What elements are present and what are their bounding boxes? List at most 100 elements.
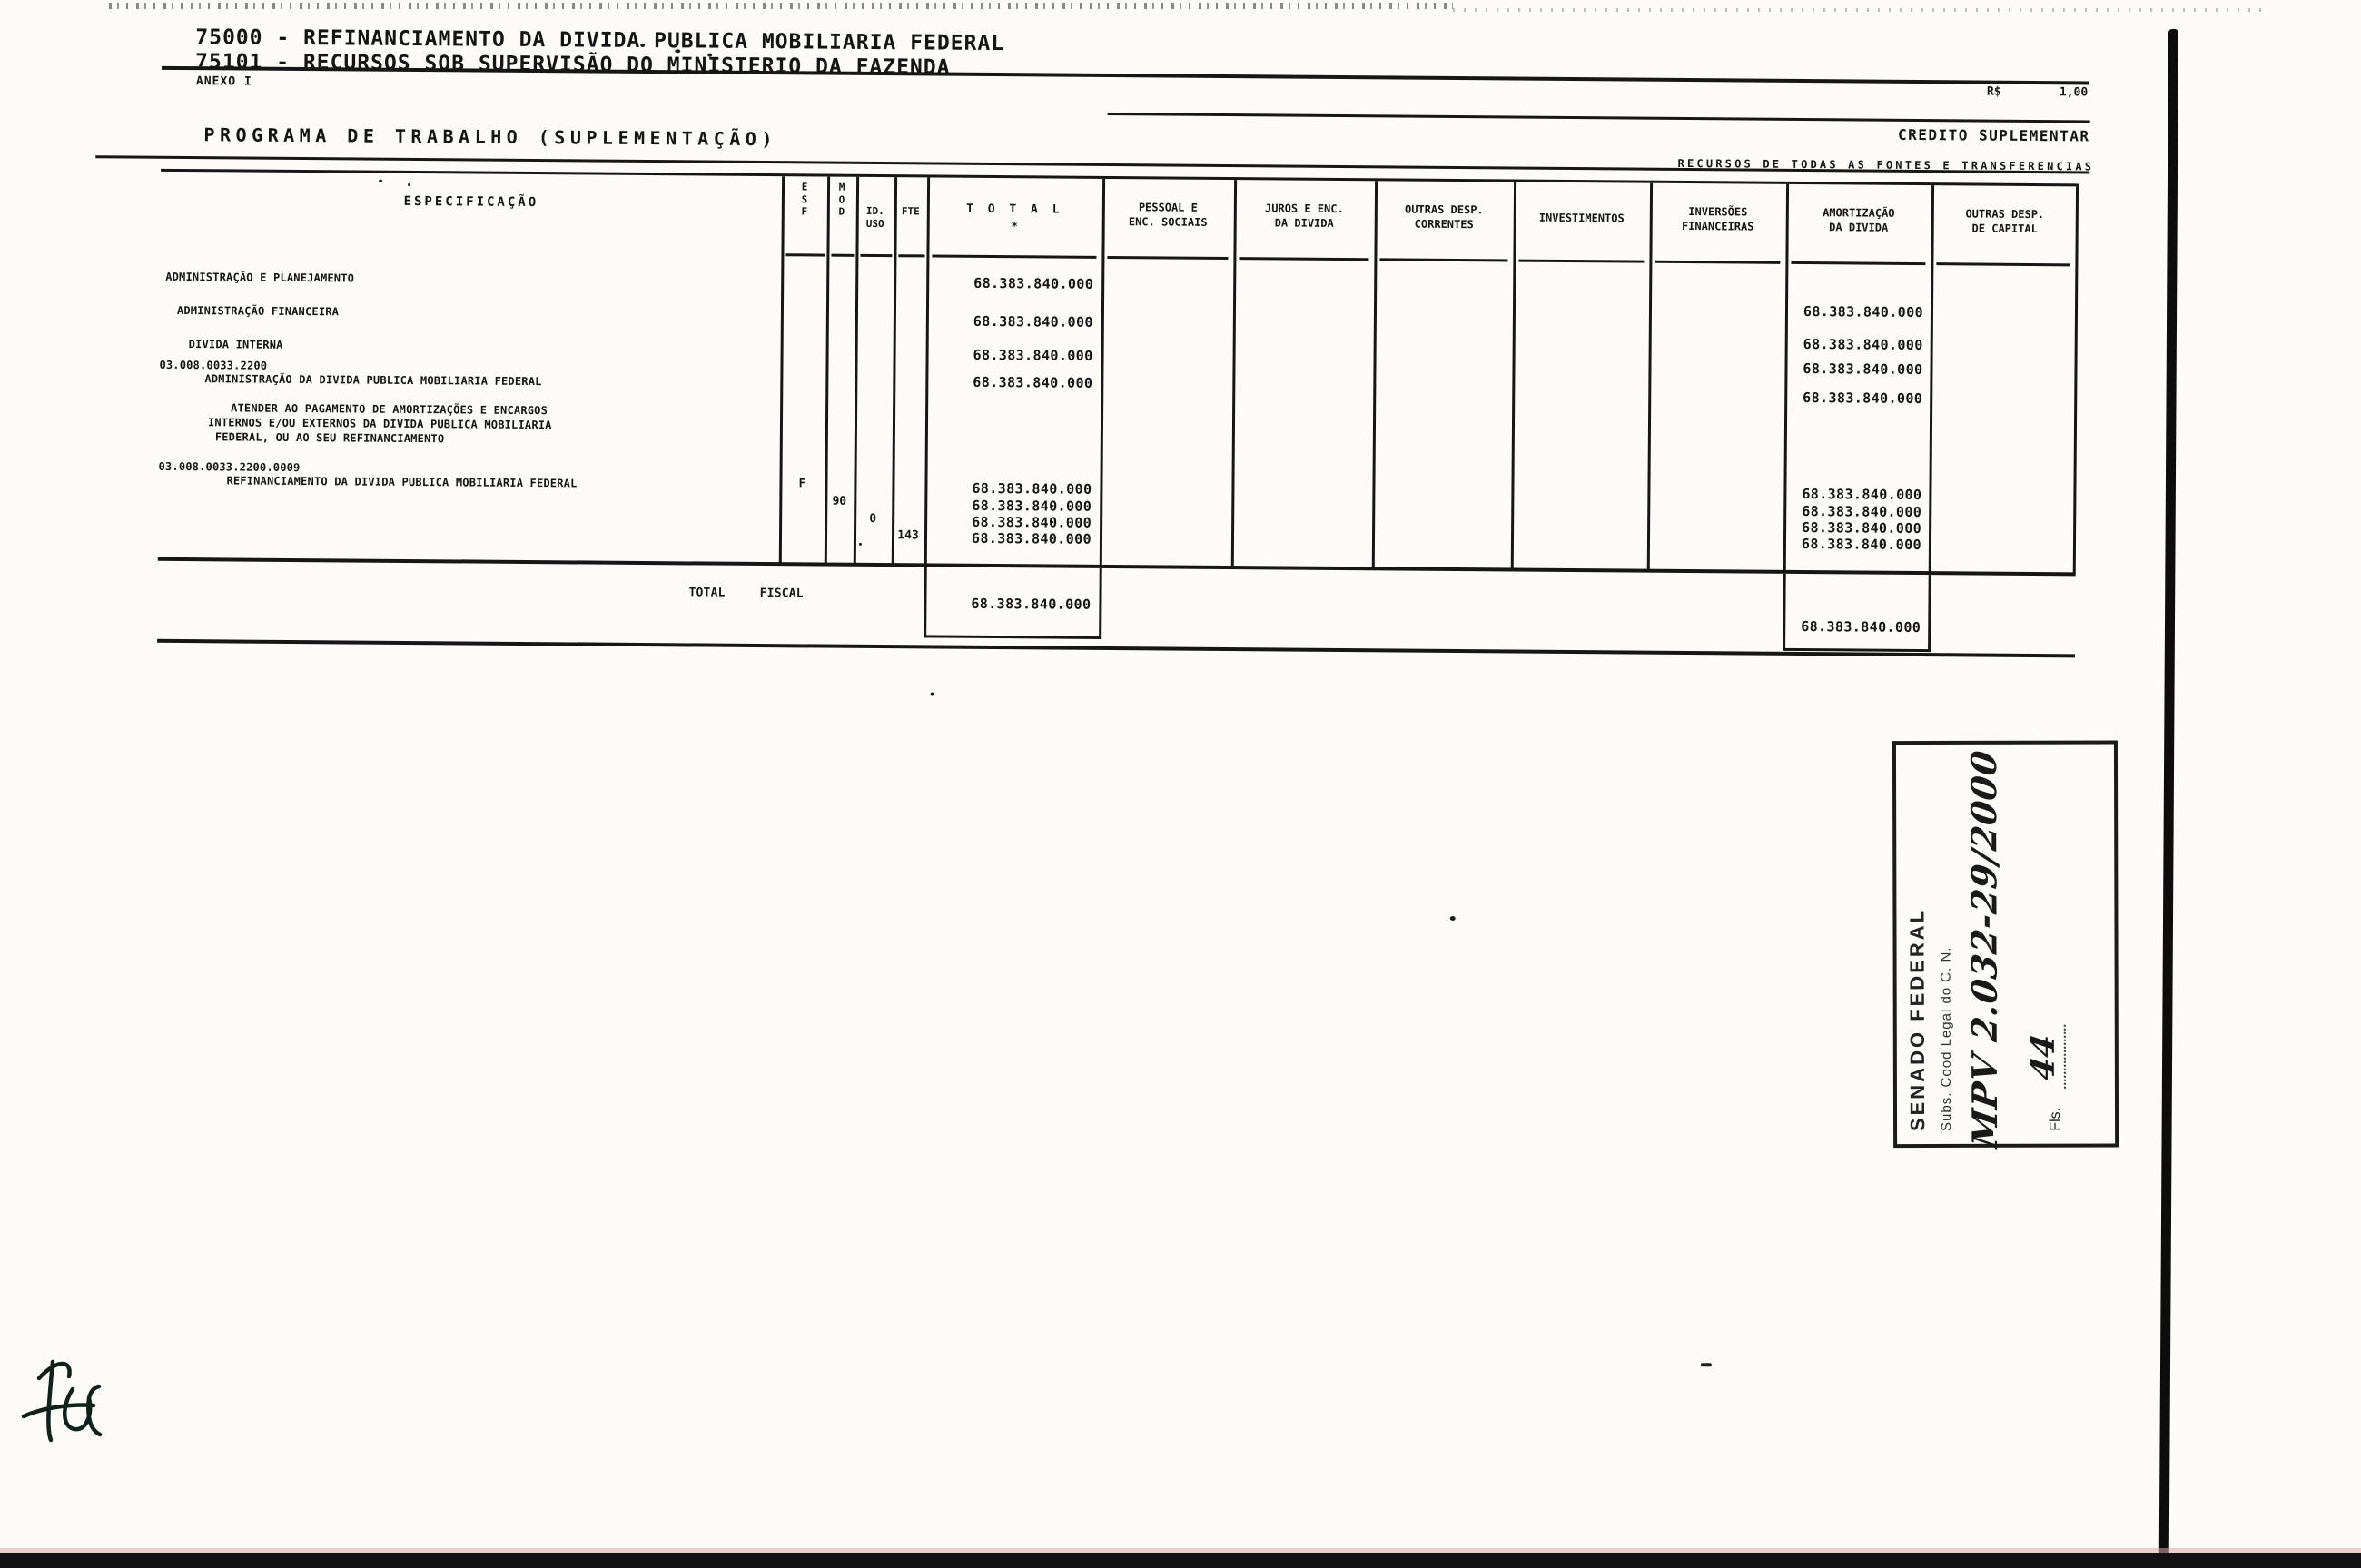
inversoes-line: INVERSÕES xyxy=(1688,205,1748,219)
stamp-fls-label: Fls. xyxy=(2047,1107,2064,1131)
senado-federal-stamp: SENADO FEDERAL Subs. Cood Legal do C. N.… xyxy=(1892,740,2119,1150)
mod-letter: D xyxy=(838,205,845,218)
total-value: 68.383.840.000 xyxy=(971,529,1092,547)
total-value: 68.383.840.000 xyxy=(973,312,1093,330)
action-description-line: FEDERAL, OU AO SEU REFINANCIAMENTO xyxy=(214,430,445,446)
amort-col-segment xyxy=(1928,575,1931,652)
juros-line: DA DIVIDA xyxy=(1274,216,1334,230)
scan-speck xyxy=(408,182,411,186)
outras-correntes-line: OUTRAS DESP. xyxy=(1404,202,1484,217)
amortizacao-value: 68.383.840.000 xyxy=(1802,519,1922,537)
amortizacao-value: 68.383.840.000 xyxy=(1803,390,1923,408)
inversoes-line: FINANCEIRAS xyxy=(1681,219,1754,233)
amortizacao-value: 68.383.840.000 xyxy=(1802,486,1922,504)
total-value: 68.383.840.000 xyxy=(973,346,1093,364)
header-underline xyxy=(1518,259,1645,263)
amortizacao-value: 68.383.840.000 xyxy=(1803,360,1923,379)
col-line xyxy=(1928,185,1935,574)
scan-speck xyxy=(930,692,934,696)
amortizacao-value: 68.383.840.000 xyxy=(1803,303,1924,321)
total-underline xyxy=(924,635,1102,639)
outras-capital-line: OUTRAS DESP. xyxy=(1965,207,2045,222)
budget-table: ESPECIFICAÇÃO E S F M O D ID. USO FTE T … xyxy=(157,168,2079,658)
col-line xyxy=(2072,186,2079,575)
row-code: 03.008.0033.2200 xyxy=(159,358,268,372)
scan-speck xyxy=(858,542,862,546)
row-especificacao: DIVIDA INTERNA xyxy=(188,338,283,351)
column-header-outras-capital: OUTRAS DESP. DE CAPITAL xyxy=(1931,206,2079,236)
esf-letter: S xyxy=(801,192,808,205)
column-header-total: T O T A L xyxy=(966,202,1063,217)
scan-edge-tint xyxy=(0,1548,2361,1553)
column-header-outras-correntes: OUTRAS DESP. CORRENTES xyxy=(1375,202,1514,232)
total-fiscal-amortizacao-value: 68.383.840.000 xyxy=(1801,618,1921,636)
total-value: 68.383.840.000 xyxy=(972,513,1092,531)
header-underline xyxy=(1239,257,1369,261)
scan-bottom-edge xyxy=(0,1553,2361,1568)
amortizacao-value: 68.383.840.000 xyxy=(1803,336,1923,354)
anexo-label: ANEXO I xyxy=(195,74,252,89)
total-footnote-mark: * xyxy=(1011,220,1018,233)
body-bottom-rule xyxy=(157,557,2076,577)
col-line xyxy=(924,177,931,566)
outras-correntes-line: CORRENTES xyxy=(1414,217,1474,232)
credit-type-rule xyxy=(1107,113,2090,123)
header-underline xyxy=(1791,261,1926,266)
column-header-juros: JUROS E ENC. DA DIVIDA xyxy=(1234,201,1375,231)
scan-noise-band-2 xyxy=(1453,8,2270,12)
detail-id-uso-value: 0 xyxy=(869,511,877,527)
amortizacao-value: 68.383.840.000 xyxy=(1802,503,1922,521)
scan-speck xyxy=(640,43,646,48)
header-underline xyxy=(785,253,825,257)
total-value: 68.383.840.000 xyxy=(972,497,1092,515)
detail-mod-value: 90 xyxy=(832,494,847,508)
detail-esf-value: F xyxy=(798,477,806,491)
detail-row-especificacao: REFINANCIAMENTO DA DIVIDA PUBLICA MOBILI… xyxy=(226,474,578,490)
amort-col-segment xyxy=(1783,573,1786,650)
esf-letter: E xyxy=(801,181,808,193)
scan-speck xyxy=(379,179,383,182)
action-description-line: ATENDER AO PAGAMENTO DE AMORTIZAÇÕES E E… xyxy=(231,401,548,418)
header-underline xyxy=(932,254,1097,259)
amortizacao-value: 68.383.840.000 xyxy=(1801,536,1922,554)
id-uso-line: ID. xyxy=(865,204,884,218)
total-fiscal-label: TOTAL FISCAL xyxy=(688,586,804,601)
row-especificacao: ADMINISTRAÇÃO FINANCEIRA xyxy=(176,303,340,319)
col-line xyxy=(1510,182,1517,570)
pessoal-line: PESSOAL E xyxy=(1138,201,1198,214)
detail-fte-value: 143 xyxy=(897,528,919,543)
mod-letter: M xyxy=(838,181,845,193)
column-header-especificacao: ESPECIFICAÇÃO xyxy=(403,193,539,211)
header-underline xyxy=(1655,260,1781,264)
column-header-investimentos: INVESTIMENTOS xyxy=(1538,211,1625,225)
header-underline xyxy=(831,253,855,257)
header-underline xyxy=(1379,258,1508,262)
col-line xyxy=(853,176,860,565)
agency-code-line-2: 75101 - RECURSOS SOB SUPERVISÃO DO MINIS… xyxy=(194,50,951,80)
amortizacao-line: DA DIVIDA xyxy=(1829,221,1889,234)
esf-letter: F xyxy=(801,205,808,218)
currency-unit: 1,00 xyxy=(2059,85,2089,100)
juros-line: JUROS E ENC. xyxy=(1264,202,1344,216)
id-uso-line: USO xyxy=(865,217,884,230)
stamp-handwritten-reference: MPV 2.032-29/2000 xyxy=(1962,747,2006,1150)
scan-speck xyxy=(675,49,681,54)
col-line xyxy=(1371,181,1378,569)
total-value: 68.383.840.000 xyxy=(972,479,1092,498)
pessoal-line: ENC. SOCIAIS xyxy=(1128,215,1208,229)
column-header-inversoes: INVERSÕES FINANCEIRAS xyxy=(1650,204,1786,234)
header-underline xyxy=(1936,262,2070,267)
detail-row-code: 03.008.0033.2200.0009 xyxy=(158,459,301,475)
row-especificacao: ADMINISTRAÇÃO DA DIVIDA PUBLICA MOBILIAR… xyxy=(204,372,542,389)
total-col-segment xyxy=(924,567,927,638)
handwritten-signature xyxy=(21,1359,103,1443)
col-line xyxy=(1783,183,1790,572)
col-line xyxy=(1646,182,1654,571)
stamp-fls-handwritten-value: 44 xyxy=(2023,1019,2066,1089)
header-underline xyxy=(1107,256,1229,261)
column-header-pessoal: PESSOAL E ENC. SOCIAIS xyxy=(1102,200,1234,230)
scan-speck xyxy=(707,53,713,57)
col-line xyxy=(1230,180,1238,568)
stamp-org-label: SENADO FEDERAL xyxy=(1905,907,1930,1132)
